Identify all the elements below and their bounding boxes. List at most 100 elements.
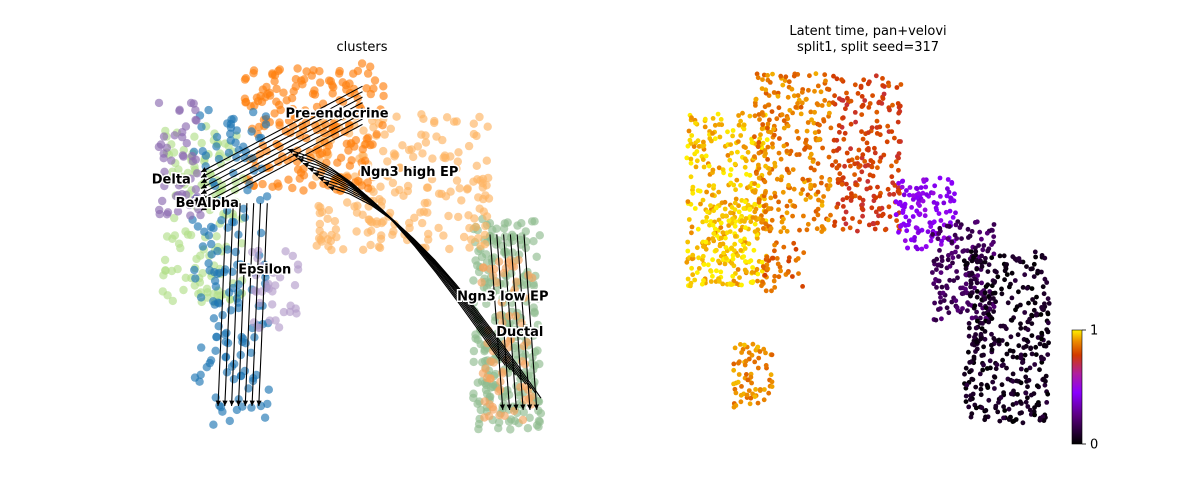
streamline-ductal-0 xyxy=(489,234,504,410)
latent-time-point xyxy=(795,101,800,106)
latent-time-point xyxy=(982,259,988,265)
latent-time-point xyxy=(771,90,777,95)
cluster-point-ductal xyxy=(534,416,544,426)
cluster-point-delta xyxy=(192,116,201,125)
latent-time-point xyxy=(1024,264,1029,269)
latent-time-point xyxy=(1037,341,1043,347)
latent-time-point xyxy=(965,226,971,232)
latent-time-point xyxy=(746,241,752,247)
latent-time-point xyxy=(767,80,773,85)
latent-time-point xyxy=(746,259,752,265)
cluster-point-alpha xyxy=(261,112,271,121)
latent-time-point xyxy=(769,288,774,294)
latent-time-point xyxy=(743,259,748,264)
latent-time-point xyxy=(981,362,986,368)
latent-time-point xyxy=(752,154,757,160)
latent-time-point xyxy=(995,274,1001,280)
latent-time-point xyxy=(948,195,954,201)
latent-time-point xyxy=(728,167,734,172)
latent-time-point xyxy=(767,117,772,123)
cluster-point-beta xyxy=(166,174,175,184)
latent-time-point xyxy=(982,336,988,342)
streamline-left-4 xyxy=(200,107,363,195)
latent-time-point xyxy=(821,118,827,124)
latent-time-point xyxy=(1027,365,1033,371)
latent-time-point xyxy=(885,186,891,192)
latent-time-point xyxy=(706,183,712,189)
cluster-point-beta xyxy=(197,138,206,148)
cluster-point-epsilon xyxy=(290,281,300,290)
cluster-point-ngn3-high-ep xyxy=(452,176,462,185)
latent-time-point xyxy=(885,123,891,129)
latent-time-point xyxy=(733,187,738,193)
cluster-point-pre-endocrine xyxy=(370,76,380,85)
latent-time-point xyxy=(963,399,969,404)
latent-time-point xyxy=(803,137,809,143)
latent-time-point xyxy=(877,158,883,164)
latent-time-point xyxy=(923,184,929,190)
cluster-point-pre-endocrine xyxy=(308,181,317,190)
latent-time-point xyxy=(840,115,846,121)
cluster-point-ngn3-low-ep xyxy=(498,318,507,327)
latent-time-point xyxy=(920,190,926,196)
latent-time-point xyxy=(855,228,860,234)
cluster-point-pre-endocrine xyxy=(289,87,298,96)
latent-time-point xyxy=(701,262,707,267)
latent-time-point xyxy=(1031,274,1037,279)
latent-time-point xyxy=(983,284,989,289)
latent-time-point xyxy=(978,336,984,342)
cluster-point-ngn3-high-ep xyxy=(467,235,476,244)
latent-time-point xyxy=(978,392,984,398)
latent-time-point xyxy=(862,98,868,103)
latent-time-point xyxy=(787,198,793,204)
latent-time-point xyxy=(950,255,956,261)
latent-time-point xyxy=(720,281,726,287)
streamline-down-2 xyxy=(231,203,241,407)
latent-time-point xyxy=(791,186,797,192)
cluster-point-pre-endocrine xyxy=(268,69,277,78)
latent-time-point xyxy=(780,189,786,195)
cluster-point-pre-endocrine xyxy=(324,76,334,85)
latent-time-point xyxy=(764,262,770,268)
latent-time-point xyxy=(755,278,760,284)
latent-time-point xyxy=(977,229,983,235)
latent-time-point xyxy=(845,95,850,101)
latent-time-point xyxy=(979,264,985,269)
latent-time-point xyxy=(738,133,744,138)
latent-time-point xyxy=(850,216,855,221)
latent-time-point xyxy=(987,300,992,306)
latent-time-point xyxy=(978,315,983,321)
latent-time-point xyxy=(700,144,706,149)
cluster-point-ngn3-high-ep xyxy=(376,182,385,191)
latent-time-point xyxy=(756,175,762,181)
latent-time-point xyxy=(852,110,858,115)
cluster-point-ductal xyxy=(527,217,537,226)
cluster-point-ngn3-high-ep xyxy=(474,234,483,243)
cluster-point-ngn3-high-ep xyxy=(421,131,430,140)
cluster-point-delta xyxy=(194,205,203,214)
latent-time-point xyxy=(859,206,865,211)
latent-time-point xyxy=(991,251,997,257)
latent-time-point xyxy=(772,242,777,248)
latent-time-point xyxy=(979,236,984,242)
latent-time-point xyxy=(690,272,696,278)
latent-time-point xyxy=(785,167,790,173)
latent-time-point xyxy=(772,194,778,199)
latent-time-point xyxy=(983,408,989,413)
latent-time-point xyxy=(999,382,1005,388)
latent-time-point xyxy=(756,199,762,205)
latent-time-point xyxy=(823,78,828,84)
cluster-point-alpha xyxy=(201,151,211,160)
latent-time-point xyxy=(1004,365,1009,371)
latent-time-point xyxy=(989,316,995,321)
latent-time-point xyxy=(764,254,770,260)
latent-time-point xyxy=(776,199,781,205)
latent-time-point xyxy=(834,76,840,82)
latent-time-point xyxy=(768,195,774,201)
streamline-ductal-5-arrow xyxy=(533,404,539,410)
latent-time-point xyxy=(1009,295,1015,301)
latent-time-point xyxy=(763,209,768,215)
latent-time-point xyxy=(853,182,858,188)
cluster-point-delta xyxy=(177,190,187,199)
latent-time-point xyxy=(960,306,965,311)
